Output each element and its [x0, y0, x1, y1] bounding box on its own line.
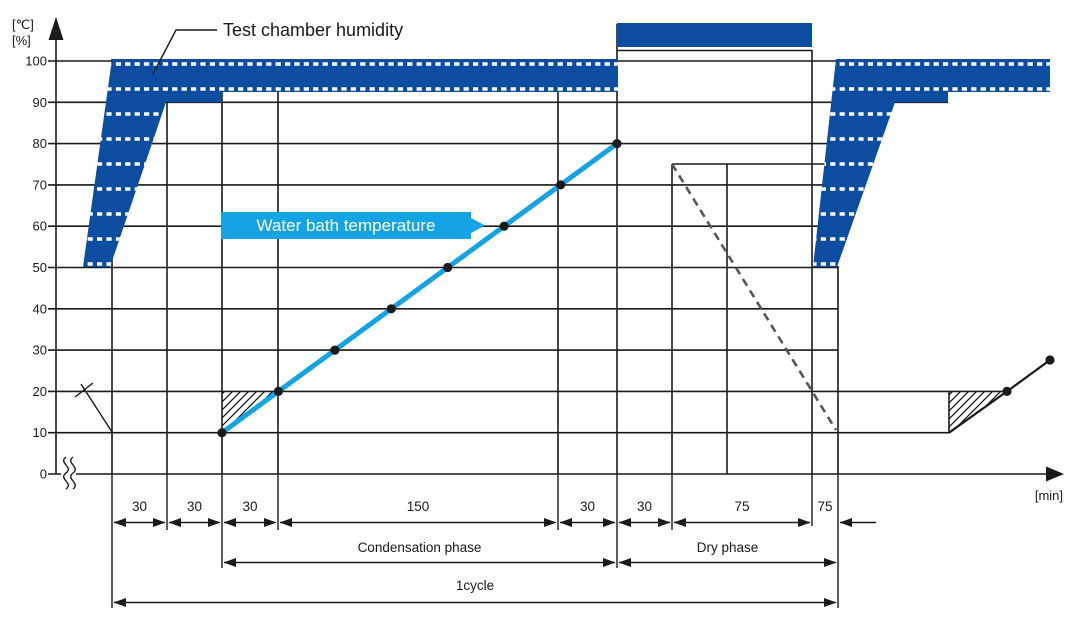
y-tick: 50: [33, 260, 47, 275]
duration-labels: 30 30 30 150 30 30 75 75: [132, 499, 833, 514]
x-unit-min: [min]: [1035, 488, 1063, 503]
horizontal-gridlines: [48, 60, 1050, 434]
y-tick: 30: [33, 343, 47, 358]
humidity-band: [83, 59, 1050, 267]
dry-phase-humidity-bar: [617, 23, 812, 47]
y-tick: 90: [33, 95, 47, 110]
dry-phase-label: Dry phase: [697, 540, 759, 555]
axis-break-gap: [61, 469, 76, 479]
condensation-phase-label: Condensation phase: [358, 540, 482, 555]
phase-arrows: [113, 558, 837, 607]
duration-label: 30: [242, 499, 257, 514]
water-bath-callout: Water bath temperature: [221, 212, 485, 239]
humidity-leader-line: [152, 29, 217, 75]
y-axis-arrow-icon: [48, 17, 64, 40]
callout-pointer-icon: [471, 218, 485, 233]
y-tick: 20: [33, 384, 47, 399]
y-tick-labels: 100 90 80 70 60 50 40 30 20 10 0: [25, 54, 47, 482]
y-tick: 80: [33, 136, 47, 151]
duration-label: 75: [734, 499, 749, 514]
y-tick: 0: [40, 467, 47, 482]
axis-break-icon: [63, 456, 76, 490]
duration-label: 75: [817, 499, 832, 514]
y-unit-percent: [%]: [12, 33, 31, 48]
previous-cycle-mark: [74, 382, 113, 433]
dimension-ticks: [111, 474, 839, 608]
axes: [48, 17, 1064, 490]
y-tick: 40: [33, 301, 47, 316]
water-bath-dots: [217, 139, 622, 438]
duration-label: 150: [407, 499, 430, 514]
duration-label: 30: [132, 499, 147, 514]
y-tick: 10: [33, 425, 47, 440]
humidity-annotation: Test chamber humidity: [223, 20, 403, 40]
y-tick: 70: [33, 177, 47, 192]
duration-label: 30: [187, 499, 202, 514]
y-unit-celsius: [℃]: [12, 17, 34, 32]
cycle-label: 1cycle: [456, 578, 494, 593]
next-cycle-dots: [1002, 355, 1055, 396]
duration-label: 30: [580, 499, 595, 514]
y-tick: 100: [25, 54, 47, 69]
y-tick: 60: [33, 219, 47, 234]
dry-phase-dashed-line: [670, 163, 838, 431]
duration-label: 30: [637, 499, 652, 514]
x-axis-arrow-icon: [1046, 466, 1064, 482]
water-bath-annotation: Water bath temperature: [257, 216, 436, 235]
water-bath-line: [219, 141, 620, 436]
